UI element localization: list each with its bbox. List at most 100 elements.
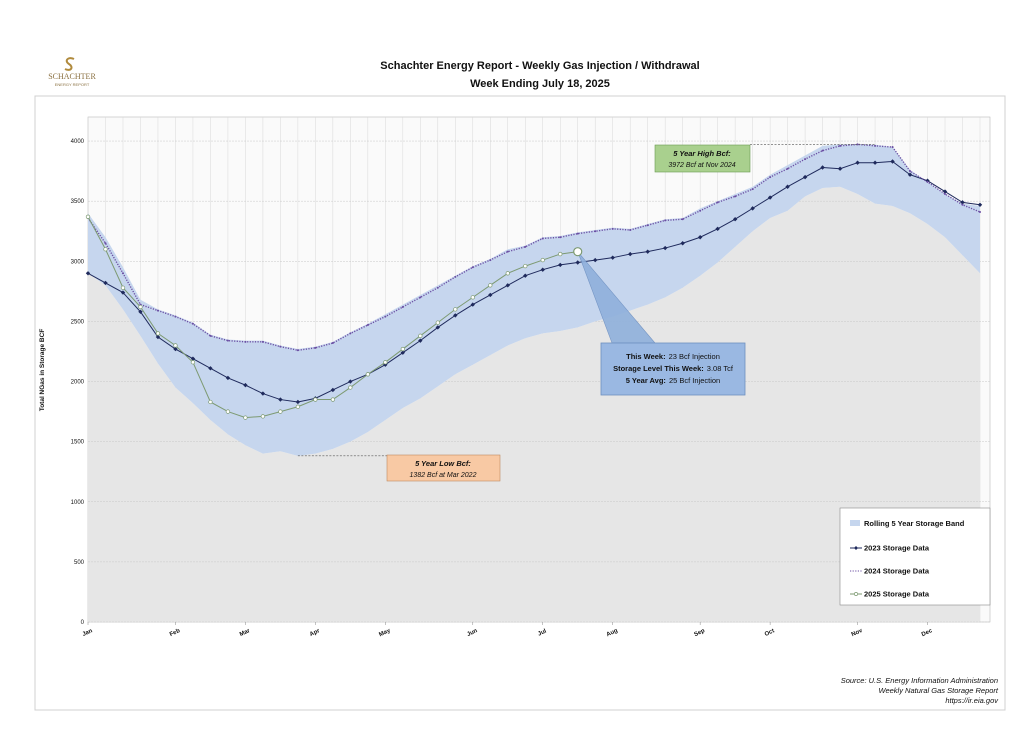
below-band-area [88, 186, 980, 622]
point-marker [802, 174, 808, 180]
point-marker [453, 313, 458, 318]
y-axis-label: Total NGas in Storage BCF [39, 329, 46, 412]
point-marker [540, 257, 545, 263]
point-marker [891, 146, 894, 149]
point-marker [209, 334, 212, 337]
this-week-box [600, 342, 746, 396]
point-marker [960, 200, 965, 205]
source-line: Source: U.S. Energy Information Administ… [841, 676, 998, 685]
high-text: 3972 Bcf at Nov 2024 [668, 162, 735, 169]
point-marker [664, 219, 667, 222]
point-marker [436, 286, 439, 289]
overlay: This Week: 23 Bcf Injection Storage Level … [297, 144, 991, 606]
point-marker [401, 305, 404, 308]
point-marker [85, 271, 91, 276]
y-tick-label: 3500 [71, 199, 85, 205]
point-marker [348, 385, 353, 390]
this-week-label: Storage Level This Week: [613, 364, 704, 373]
y-tick-label: 2500 [71, 319, 85, 325]
point-marker [85, 214, 91, 219]
x-tick-label: Nov [851, 628, 864, 639]
point-marker [645, 249, 650, 254]
point-marker [383, 360, 388, 365]
point-marker [837, 166, 843, 171]
legend-marker [854, 546, 858, 550]
point-marker [820, 165, 825, 170]
x-tick-label: May [378, 628, 392, 639]
point-marker [750, 206, 755, 211]
point-marker [173, 346, 178, 352]
point-marker [120, 290, 126, 295]
x-tick-label: Jul [537, 628, 548, 637]
point-marker [348, 379, 353, 384]
point-marker [419, 296, 422, 299]
point-marker [243, 415, 248, 420]
point-marker [191, 322, 194, 325]
point-marker [208, 399, 213, 405]
point-marker [506, 250, 509, 253]
point-marker [751, 188, 754, 191]
y-tick-label: 1500 [71, 440, 85, 446]
y-tick-label: 4000 [71, 139, 85, 145]
x-tick-label: Aug [606, 628, 619, 639]
x-tick-label: Apr [309, 628, 322, 638]
point-marker [611, 227, 614, 230]
y-tick-label: 1000 [71, 500, 85, 506]
chart-title: Schachter Energy Report - Weekly Gas Inj… [380, 60, 699, 72]
x-tick-label: Sep [693, 628, 706, 638]
x-tick-label: Jan [82, 628, 94, 638]
point-marker [314, 346, 317, 349]
point-marker [523, 263, 528, 269]
y-tick-label: 500 [74, 560, 85, 566]
point-marker [558, 262, 563, 268]
series-line [87, 160, 981, 403]
point-marker [488, 283, 493, 288]
point-marker [243, 382, 248, 388]
point-marker [926, 180, 929, 183]
this-week-text: 23 Bcf Injection [669, 352, 720, 361]
high-box [654, 144, 751, 173]
point-marker [804, 158, 807, 161]
point-marker [558, 251, 563, 257]
point-marker [384, 315, 387, 318]
point-marker [330, 397, 336, 402]
point-marker [190, 356, 196, 361]
point-marker [909, 170, 912, 173]
point-marker [821, 149, 824, 152]
logo-tagline: ENERGY REPORT [55, 82, 90, 87]
point-marker [366, 324, 369, 327]
point-marker [313, 397, 318, 402]
legend-label: 2025 Storage Data [864, 590, 930, 599]
storage-band [88, 144, 980, 456]
point-marker [540, 267, 545, 272]
x-tick-label: Dec [921, 628, 934, 638]
point-marker [295, 404, 301, 409]
point-marker [489, 259, 492, 262]
point-marker [716, 201, 719, 204]
x-tick-label: Jun [466, 628, 479, 638]
point-marker [156, 309, 159, 312]
point-marker [295, 399, 301, 405]
point-marker [470, 295, 475, 300]
point-marker [839, 144, 842, 147]
point-marker [470, 302, 475, 307]
x-tick-label: Oct [764, 628, 776, 638]
high-title: 5 Year High Bcf: [673, 149, 731, 158]
source-line: https://ir.eia.gov [945, 696, 999, 705]
legend-label: 2024 Storage Data [864, 567, 930, 576]
point-marker [174, 315, 177, 318]
this-week-text: 25 Bcf Injection [669, 376, 720, 385]
point-marker [261, 340, 264, 343]
point-marker [767, 195, 773, 200]
point-marker [699, 209, 702, 212]
legend-marker [854, 592, 858, 596]
low-box [386, 454, 501, 482]
low-title: 5 Year Low Bcf: [415, 459, 471, 468]
this-week-label: This Week: [626, 352, 665, 361]
point-marker [418, 338, 423, 343]
point-marker [121, 272, 124, 275]
this-week-text: 3.08 Tcf [707, 364, 734, 373]
point-marker [435, 320, 440, 325]
point-marker [505, 283, 510, 288]
